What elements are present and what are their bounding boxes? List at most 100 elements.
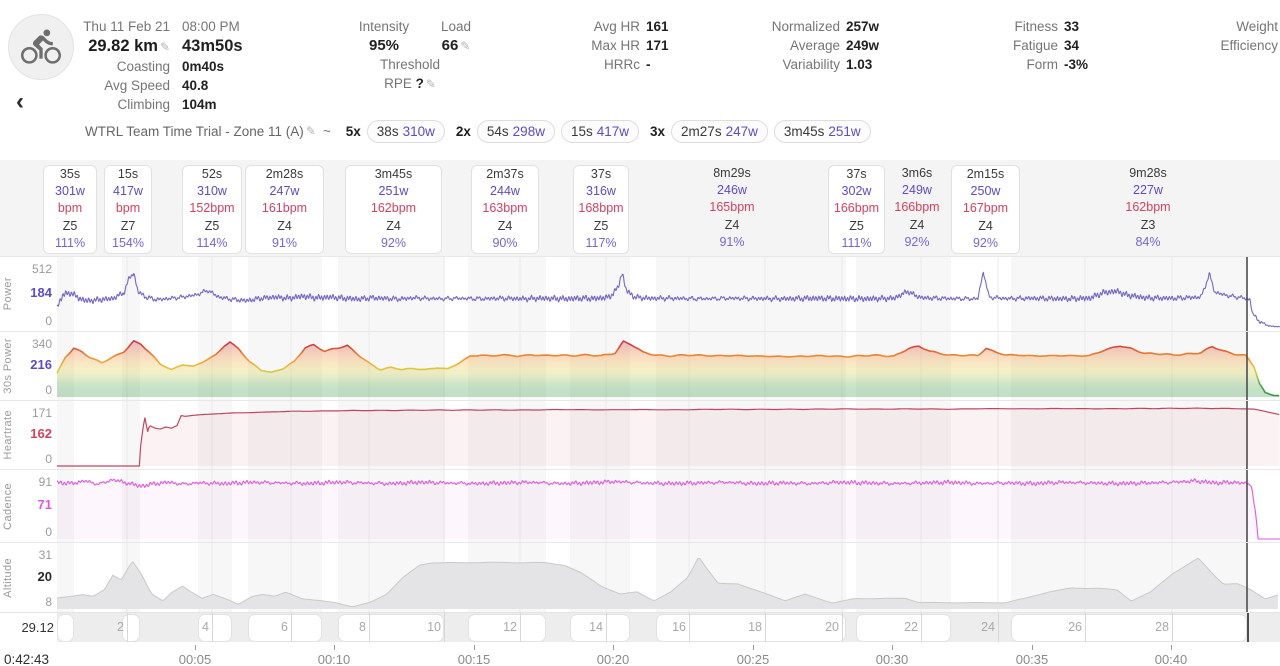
lap-segment[interactable]: [1011, 614, 1247, 642]
time-tick-mark: [334, 645, 335, 650]
lap-segment[interactable]: [570, 614, 630, 642]
cadence-chart[interactable]: [0, 470, 1280, 542]
interval-time: 15s: [117, 167, 139, 181]
interval-card[interactable]: 37s 316w 168bpm Z5 117%: [573, 165, 629, 254]
interval-card[interactable]: 9m28s 227w 162bpm Z3 84%: [1078, 165, 1218, 252]
interval-card[interactable]: 52s 310w 152bpm Z5 114%: [182, 165, 242, 254]
interval-card[interactable]: 2m28s 247w 161bpm Z4 91%: [245, 165, 324, 254]
distance-tick-label: 14: [589, 620, 603, 634]
lap-segment[interactable]: [248, 614, 322, 642]
chart-cursor[interactable]: [1247, 613, 1249, 642]
back-button[interactable]: ‹: [16, 88, 24, 115]
workout-step-chip[interactable]: 38s 310w: [366, 119, 445, 143]
rpe-label: RPE: [384, 76, 412, 91]
hr-chart[interactable]: [0, 401, 1280, 469]
ride-start-time: 08:00 PM: [182, 19, 240, 34]
interval-pct: 90%: [492, 235, 518, 250]
coasting-value: 0m40s: [182, 59, 225, 74]
edit-distance-icon[interactable]: ✎: [159, 40, 170, 54]
ride-duration: 43m50s: [182, 37, 243, 55]
interval-bpm: 162bpm: [1125, 200, 1171, 215]
lap-segment[interactable]: [57, 614, 74, 642]
workout-step-chip[interactable]: 15s 417w: [560, 119, 640, 143]
hr-block: Avg HR 161 Max HR 171 HRRc -: [570, 17, 668, 74]
distance-tick-line: [369, 613, 370, 642]
distance-tick-label: 6: [281, 620, 288, 634]
time-tick-mark: [613, 645, 614, 650]
interval-pct: 84%: [1135, 234, 1161, 249]
time-tick-label: 00:15: [457, 652, 491, 666]
time-tick-mark: [753, 645, 754, 650]
chip-multiplier: 5x: [345, 123, 361, 139]
distance-tick-label: 4: [202, 620, 209, 634]
chip-power: 251w: [828, 123, 861, 139]
distance-lap-strip[interactable]: 29.12 2 4 6 8 10 12 14 16 18 20 22 24 26 28: [0, 612, 1280, 642]
altitude-chart[interactable]: [0, 543, 1280, 612]
hrrc-value: -: [646, 57, 651, 72]
interval-card[interactable]: 3m45s 251w 162bpm Z4 92%: [345, 165, 442, 254]
edit-workout-icon[interactable]: ✎: [305, 124, 316, 138]
interval-bpm: 161bpm: [261, 201, 308, 216]
interval-zone: Z5: [62, 218, 78, 233]
interval-pct: 92%: [380, 235, 407, 250]
ride-summary: Thu 11 Feb 21 08:00 PM 29.82 km ✎ 43m50s Co…: [58, 17, 243, 114]
chip-duration: 15s: [570, 123, 593, 139]
distance-tick-line: [291, 613, 292, 642]
interval-pct: 111%: [54, 235, 86, 250]
interval-card[interactable]: 15s 417w bpm Z7 154%: [104, 165, 152, 254]
intensity-label: Intensity: [358, 19, 410, 34]
avg-speed-value: 40.8: [182, 78, 209, 93]
workout-title: WTRL Team Time Trial - Zone 11 (A): [85, 123, 304, 139]
edit-rpe-icon[interactable]: ✎: [425, 77, 436, 91]
charts-section: 35s 301w bpm Z5 111% 15s 417w bpm Z7 154%…: [0, 160, 1280, 666]
lap-segment[interactable]: [856, 614, 951, 642]
workout-step-chip[interactable]: 54s 298w: [476, 119, 555, 143]
workout-step-chip[interactable]: 2m27s 247w: [671, 119, 768, 143]
distance-tick-label: 16: [672, 620, 686, 634]
load-value: 66: [441, 37, 459, 54]
interval-card[interactable]: 35s 301w bpm Z5 111%: [43, 165, 97, 254]
workout-step-chip[interactable]: 3m45s 251w: [773, 119, 871, 143]
interval-pct: 92%: [972, 235, 999, 250]
interval-card[interactable]: 2m37s 244w 163bpm Z4 90%: [471, 165, 539, 254]
interval-card[interactable]: 37s 302w 166bpm Z5 111%: [828, 165, 885, 254]
interval-power: 250w: [970, 184, 1001, 199]
distance-tick-line: [606, 613, 607, 642]
interval-time: 37s: [590, 167, 612, 181]
interval-power: 302w: [841, 184, 872, 199]
interval-zone: Z5: [204, 218, 220, 233]
chip-duration: 38s: [376, 123, 399, 139]
lap-segment[interactable]: [656, 614, 846, 642]
distance-tick-line: [765, 613, 766, 642]
chip-multiplier: 2x: [455, 123, 471, 139]
edit-load-icon[interactable]: ✎: [460, 39, 471, 53]
interval-time: 35s: [59, 167, 81, 181]
time-tick-mark: [474, 645, 475, 650]
altitude-chart-row: Altitude 31 20 8: [0, 542, 1280, 612]
distance-tick-label: 12: [503, 620, 517, 634]
lap-segment[interactable]: [338, 614, 444, 642]
interval-card[interactable]: 2m15s 250w 167bpm Z4 92%: [951, 165, 1020, 254]
chip-power: 310w: [402, 123, 435, 139]
interval-zone: Z4: [386, 218, 401, 233]
time-tick-label: 00:35: [1015, 652, 1049, 666]
power30-chart[interactable]: [0, 332, 1280, 400]
power-chart[interactable]: [0, 257, 1280, 331]
total-time: 0:42:43: [4, 652, 50, 666]
distance-tick-line: [689, 613, 690, 642]
lap-segment[interactable]: [198, 614, 232, 642]
fatigue-label: Fatigue: [1012, 38, 1058, 53]
interval-card[interactable]: 8m29s 246w 165bpm Z4 91%: [662, 165, 802, 252]
interval-zone: Z4: [277, 218, 292, 233]
bicycle-icon: [21, 27, 61, 67]
power-chart-row: Power 512 184 0: [0, 256, 1280, 331]
lap-segment[interactable]: [122, 614, 140, 642]
rpe-value: ?: [415, 76, 424, 91]
time-tick-label: 00:05: [178, 652, 212, 666]
interval-card[interactable]: 3m6s 249w 166bpm Z4 92%: [886, 165, 948, 252]
avatar[interactable]: [8, 14, 74, 80]
distance-tick-label: 20: [825, 620, 839, 634]
lap-segment[interactable]: [468, 614, 546, 642]
activity-header: ‹ Thu 11 Feb 21 08:00 PM 29.82 km ✎ 43m50s …: [0, 0, 1280, 160]
